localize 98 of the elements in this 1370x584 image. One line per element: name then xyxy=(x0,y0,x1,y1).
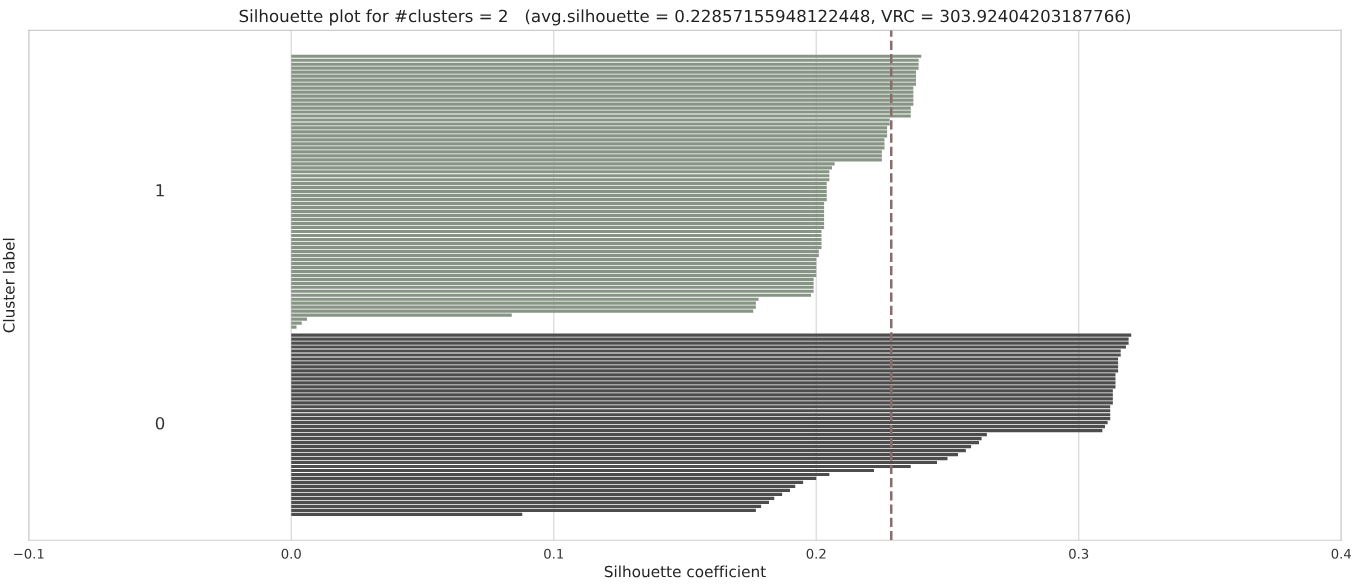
bar xyxy=(291,182,827,186)
annotation: 1 xyxy=(156,184,164,197)
bar xyxy=(291,289,814,293)
bar xyxy=(291,361,1119,365)
bar xyxy=(291,225,825,230)
bar xyxy=(291,74,916,78)
bar xyxy=(291,126,888,130)
bar xyxy=(291,337,1129,341)
bar xyxy=(291,269,817,273)
bar xyxy=(291,174,830,178)
bar xyxy=(291,409,1111,413)
x-tick-label: 0.4 xyxy=(1331,548,1351,559)
bar xyxy=(291,333,1132,337)
bar xyxy=(291,245,822,250)
y-axis-title: Cluster label xyxy=(2,238,15,333)
bar xyxy=(291,190,827,194)
bar xyxy=(291,213,825,218)
bar xyxy=(291,146,885,150)
bar xyxy=(291,178,830,182)
bar xyxy=(291,217,825,222)
bar xyxy=(291,237,822,242)
bar xyxy=(291,158,882,162)
bar xyxy=(291,186,827,190)
bar xyxy=(291,389,1113,393)
x-tick-label: 0.0 xyxy=(281,548,301,559)
bar xyxy=(291,98,914,102)
bar xyxy=(291,229,822,234)
bar xyxy=(291,417,1111,421)
bar xyxy=(291,257,817,261)
bar xyxy=(291,385,1116,389)
bar xyxy=(291,138,885,142)
bar xyxy=(291,154,882,158)
bar xyxy=(291,134,888,138)
bar xyxy=(291,353,1121,357)
bar xyxy=(291,86,914,90)
bar xyxy=(291,397,1113,401)
x-tick-label: 0.1 xyxy=(544,548,564,559)
bar xyxy=(291,421,1108,425)
bar xyxy=(291,301,756,305)
bar xyxy=(291,429,1103,433)
bar xyxy=(291,425,1105,429)
bar xyxy=(291,130,888,134)
bar xyxy=(291,373,1116,377)
bar xyxy=(291,58,919,62)
bar xyxy=(291,281,814,285)
bar xyxy=(291,285,814,289)
bar xyxy=(291,170,830,174)
bar xyxy=(291,405,1111,409)
bar xyxy=(291,377,1116,381)
x-tick-label: −0.1 xyxy=(14,548,44,559)
bar xyxy=(291,106,911,110)
bar xyxy=(291,221,825,226)
bar xyxy=(291,345,1126,349)
bar xyxy=(291,114,911,118)
bar xyxy=(291,381,1116,385)
bar xyxy=(291,210,825,214)
bar xyxy=(291,194,827,198)
bar xyxy=(291,277,814,281)
bar xyxy=(291,309,754,313)
bar xyxy=(291,441,979,445)
bar xyxy=(291,70,916,74)
bar xyxy=(291,206,825,210)
bar xyxy=(291,94,914,98)
bar xyxy=(291,305,756,309)
bar xyxy=(291,66,919,70)
bar xyxy=(291,198,827,202)
bar xyxy=(291,273,817,277)
bar xyxy=(291,62,919,66)
bar xyxy=(291,393,1113,397)
chart-title: Silhouette plot for #clusters = 2 (avg.silhouette = 0.22857155948122448, VRC = 303.92404203187766) xyxy=(239,9,1131,26)
bar xyxy=(291,341,1129,345)
bar xyxy=(291,253,819,257)
bar xyxy=(291,369,1119,373)
bar xyxy=(291,261,817,265)
bar xyxy=(291,413,1111,417)
x-axis-title: Silhouette coefficient xyxy=(604,565,766,578)
bar xyxy=(291,233,822,238)
bar xyxy=(291,150,882,154)
bar xyxy=(291,202,825,206)
bar xyxy=(291,90,914,94)
bar xyxy=(291,293,811,297)
x-tick-label: 0.3 xyxy=(1069,548,1089,559)
annotation: 0 xyxy=(155,416,165,430)
bar xyxy=(291,401,1113,405)
x-tick-label: 0.2 xyxy=(806,548,826,559)
bar xyxy=(291,365,1119,369)
bar xyxy=(291,249,819,254)
bar xyxy=(291,78,916,82)
bar xyxy=(291,110,911,114)
bar xyxy=(291,82,916,86)
bar xyxy=(291,241,822,246)
bar xyxy=(291,54,922,58)
bar xyxy=(291,122,890,126)
bar xyxy=(291,102,914,106)
bar xyxy=(291,142,885,146)
bar xyxy=(291,265,817,269)
bar xyxy=(291,357,1119,361)
bar xyxy=(291,166,832,170)
